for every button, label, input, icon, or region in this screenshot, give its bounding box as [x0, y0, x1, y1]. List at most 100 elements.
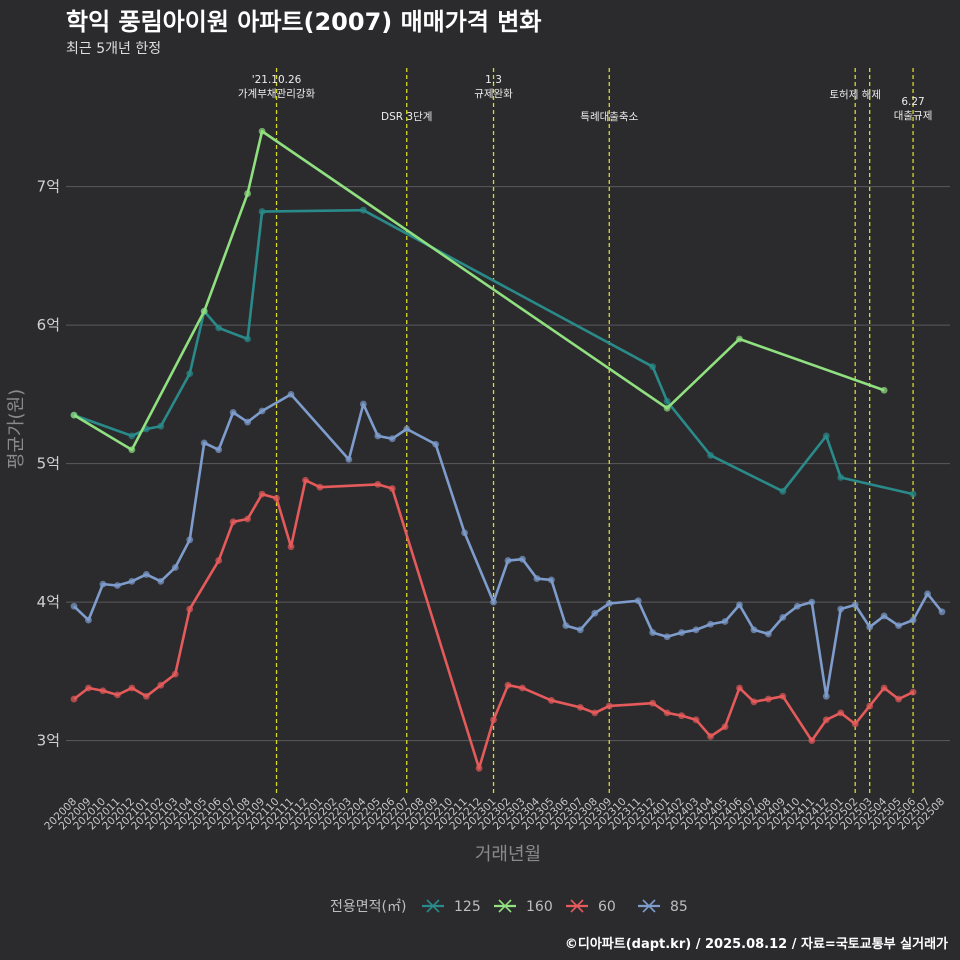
data-point-125: [244, 335, 252, 343]
data-point-85: [504, 557, 512, 564]
y-tick-label: 7억: [37, 178, 60, 196]
data-point-85: [490, 598, 497, 606]
data-point-125: [215, 324, 223, 332]
data-point-60: [302, 476, 309, 484]
data-point-60: [663, 709, 671, 717]
data-point-85: [707, 620, 714, 628]
data-point-160: [200, 307, 208, 315]
data-point-125: [779, 487, 787, 495]
data-point-60: [851, 720, 859, 728]
data-point-160: [258, 127, 266, 135]
data-point-60: [229, 518, 237, 526]
data-point-60: [157, 681, 165, 689]
data-point-160: [663, 404, 671, 412]
data-point-85: [157, 577, 165, 585]
data-point-60: [388, 485, 396, 492]
data-point-160: [70, 411, 78, 419]
event-label: 특례대출축소: [580, 111, 638, 123]
data-point-85: [200, 439, 208, 447]
data-point-85: [128, 577, 136, 585]
chart-title: 학익 풍림아이원 아파트(2007) 매매가격 변화: [66, 8, 542, 36]
data-point-85: [287, 390, 295, 398]
data-point-85: [837, 605, 845, 613]
data-point-60: [316, 483, 324, 491]
data-point-60: [244, 515, 252, 523]
data-point-60: [649, 699, 657, 707]
y-tick-label: 3억: [37, 732, 60, 750]
data-point-125: [359, 206, 367, 214]
data-point-85: [678, 629, 685, 636]
y-axis-title: 평균가(원): [6, 389, 27, 469]
data-point-60: [779, 692, 787, 700]
chart-subtitle: 최근 5개년 한정: [66, 41, 162, 57]
data-point-85: [793, 602, 801, 610]
data-point-85: [215, 446, 223, 454]
data-point-60: [721, 723, 729, 731]
data-point-60: [215, 557, 223, 564]
data-point-60: [475, 764, 483, 772]
data-point-85: [938, 608, 946, 616]
data-point-60: [171, 670, 179, 678]
data-point-85: [692, 626, 700, 634]
data-point-85: [924, 590, 931, 598]
data-point-160: [128, 446, 136, 454]
data-point-85: [866, 623, 874, 631]
data-point-85: [70, 602, 78, 610]
data-point-85: [533, 575, 541, 582]
legend-key-cross-160: [498, 899, 512, 913]
data-point-85: [114, 582, 121, 589]
data-point-125: [663, 397, 671, 405]
data-point-85: [374, 432, 382, 440]
data-point-60: [736, 684, 743, 692]
y-tick-label: 4억: [37, 593, 60, 611]
data-point-85: [171, 564, 179, 571]
legend-label-125: 125: [454, 899, 481, 915]
event-label: 1.3: [485, 74, 502, 86]
data-point-60: [750, 698, 758, 706]
data-point-125: [649, 363, 657, 371]
data-point-60: [765, 695, 772, 703]
legend-key-cross-85: [642, 899, 656, 913]
data-point-60: [895, 695, 902, 703]
data-point-60: [519, 684, 526, 692]
data-point-60: [866, 702, 874, 710]
data-point-85: [605, 600, 613, 607]
data-point-85: [851, 601, 859, 609]
data-point-60: [99, 687, 107, 695]
data-point-60: [822, 716, 830, 724]
legend-key-cross-60: [570, 899, 584, 913]
data-point-60: [548, 697, 555, 704]
event-label: DSR 3단계: [381, 111, 432, 123]
y-tick-label: 6억: [37, 316, 60, 334]
data-point-85: [345, 456, 353, 463]
event-label: 토허제 해제: [829, 88, 881, 101]
legend-label-85: 85: [670, 899, 688, 915]
data-point-60: [142, 692, 150, 700]
data-point-125: [707, 451, 714, 459]
data-point-60: [70, 695, 78, 703]
data-point-60: [909, 688, 917, 696]
data-point-60: [576, 703, 584, 711]
data-point-60: [605, 702, 613, 710]
data-point-85: [765, 630, 772, 638]
data-point-85: [403, 425, 411, 433]
data-point-85: [880, 612, 888, 620]
data-point-85: [736, 601, 743, 609]
series-line-160: [73, 129, 885, 452]
data-point-85: [750, 626, 758, 634]
data-point-85: [186, 536, 194, 544]
data-point-85: [649, 629, 657, 636]
data-point-60: [258, 490, 266, 498]
data-point-85: [822, 692, 830, 700]
data-point-60: [504, 681, 512, 689]
data-point-85: [576, 626, 584, 634]
event-label: 6.27: [901, 96, 924, 108]
data-point-85: [229, 408, 237, 416]
legend-label-160: 160: [526, 899, 553, 915]
legend-title: 전용면적(㎡): [330, 899, 406, 915]
data-point-125: [128, 432, 136, 440]
legend-key-cross-125: [426, 899, 440, 913]
data-point-60: [287, 543, 295, 551]
data-point-85: [388, 435, 396, 443]
